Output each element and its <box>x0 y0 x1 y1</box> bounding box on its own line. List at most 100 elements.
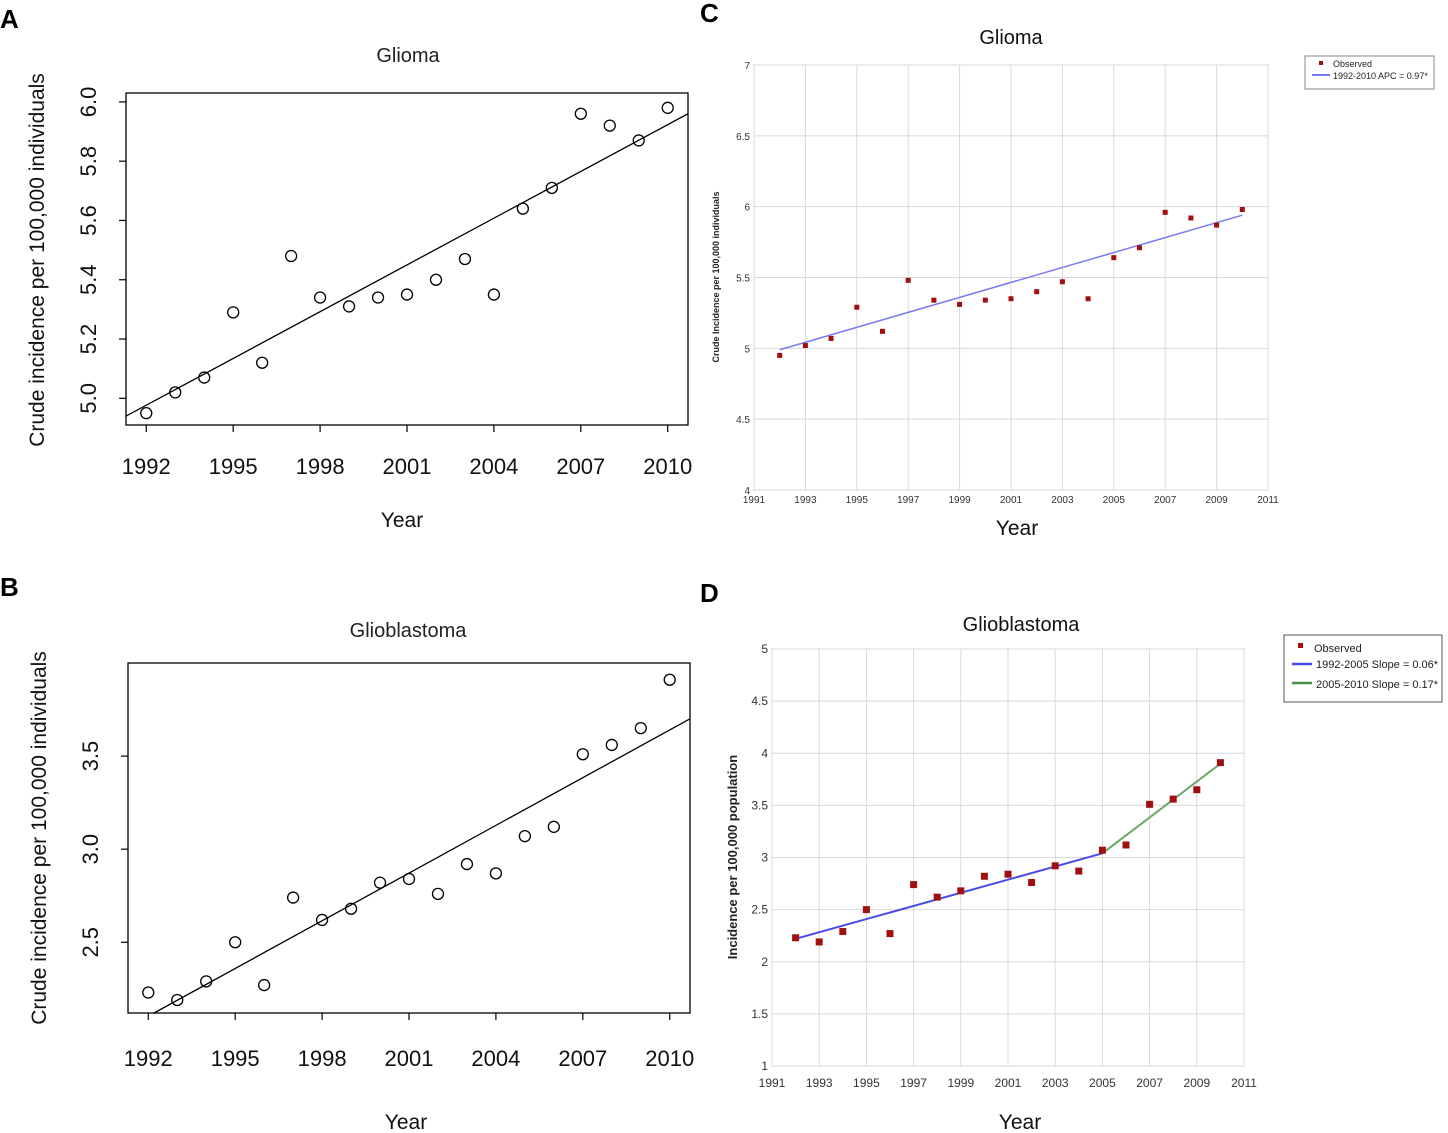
data-point <box>545 181 558 195</box>
x-tick-label: 2007 <box>556 454 605 479</box>
data-point <box>1137 245 1142 251</box>
data-point <box>344 902 358 915</box>
panel-label-c: C <box>700 0 719 28</box>
data-point <box>402 872 416 886</box>
y-tick-label: 4 <box>744 486 750 497</box>
legend-slope2-label: 2005-2010 Slope = 0.17* <box>1316 679 1439 691</box>
x-tick-label: 1995 <box>211 1046 260 1071</box>
data-points <box>140 101 674 420</box>
y-tick-label: 2 <box>761 955 768 969</box>
x-axis-label: Year <box>996 517 1038 540</box>
data-point <box>547 820 560 833</box>
y-axis-ticks: 2.5 3.0 3.5 <box>78 741 128 958</box>
data-point <box>663 673 676 686</box>
chart-panel-d: Glioblastoma Year Incidence per 100,000 … <box>725 614 1443 1133</box>
plot-frame <box>125 92 689 426</box>
data-point <box>933 893 941 901</box>
data-point <box>854 304 860 310</box>
x-axis-label: Year <box>381 509 423 532</box>
data-point <box>169 386 182 399</box>
data-point <box>661 101 674 114</box>
data-point <box>1008 296 1014 302</box>
x-tick-label: 2009 <box>1205 495 1228 506</box>
trend-segment-2 <box>1101 762 1222 855</box>
data-point <box>458 252 472 266</box>
y-axis-label: Crude incidence per 100,000 individuals <box>28 651 51 1025</box>
x-tick-label: 2010 <box>643 454 692 479</box>
legend: Observed 1992-2010 APC = 0.97* <box>1304 55 1435 90</box>
data-point <box>957 887 965 895</box>
y-tick-label: 5 <box>744 344 750 355</box>
data-point <box>1188 215 1194 221</box>
data-point <box>313 291 327 304</box>
data-point <box>1146 800 1154 808</box>
data-points <box>142 673 676 1007</box>
data-point <box>839 928 847 936</box>
data-point <box>315 913 329 927</box>
data-point <box>1239 207 1245 212</box>
x-tick-label: 2003 <box>1051 495 1074 506</box>
data-point <box>431 887 445 901</box>
fit-line-group <box>153 718 691 1014</box>
x-tick-label: 1998 <box>296 454 345 479</box>
data-point <box>931 297 937 303</box>
data-point <box>1111 255 1117 261</box>
data-point <box>886 930 894 938</box>
data-point <box>198 371 211 384</box>
legend-apc-label: 1992-2010 APC = 0.97* <box>1333 71 1428 81</box>
y-axis-label: Incidence per 100,000 population <box>725 755 740 960</box>
y-tick-label: 1.5 <box>751 1007 768 1021</box>
fit-line-group <box>125 113 689 417</box>
x-axis-ticks: 1991 1993 1995 1997 1999 2001 2003 2005 2007 2009… <box>743 495 1279 506</box>
x-axis-ticks: 1992 1995 1998 2001 2004 2007 2010 <box>122 425 692 479</box>
data-point <box>258 978 271 992</box>
y-tick-label: 5.8 <box>76 146 101 177</box>
chart-panel-c: Glioma Year Crude Incidence per 100,000 … <box>711 27 1435 540</box>
x-tick-label: 1995 <box>853 1076 880 1090</box>
x-axis-label: Year <box>385 1111 427 1133</box>
x-tick-label: 2010 <box>645 1046 694 1071</box>
x-tick-label: 2004 <box>471 1046 520 1071</box>
x-tick-label: 1993 <box>794 495 817 506</box>
fit-line-group <box>779 214 1243 351</box>
x-axis-label: Year <box>999 1111 1041 1133</box>
x-tick-label: 2005 <box>1089 1076 1116 1090</box>
data-point <box>957 301 963 307</box>
legend-observed-label: Observed <box>1314 643 1362 655</box>
data-point <box>802 343 808 348</box>
y-tick-label: 2.5 <box>78 927 103 958</box>
x-tick-label: 1998 <box>298 1046 347 1071</box>
plot-frame <box>127 662 691 1014</box>
x-tick-label: 2001 <box>1000 495 1023 506</box>
panel-label-d: D <box>700 578 719 608</box>
y-axis-label: Crude Incidence per 100,000 individuals <box>711 191 721 362</box>
data-point <box>140 406 153 420</box>
data-point <box>980 872 988 880</box>
legend: Observed 1992-2005 Slope = 0.06* 2005-20… <box>1283 634 1443 703</box>
x-tick-label: 1997 <box>897 495 920 506</box>
y-tick-label: 5 <box>761 642 768 656</box>
x-tick-label: 2004 <box>469 454 518 479</box>
data-point <box>828 335 834 341</box>
data-point <box>373 876 387 889</box>
data-point <box>603 119 616 132</box>
data-point <box>574 107 587 120</box>
data-point <box>815 938 823 946</box>
data-point <box>1028 879 1036 887</box>
data-point <box>1085 296 1091 302</box>
regression-line <box>125 113 689 417</box>
fit-line-group <box>795 762 1222 940</box>
x-tick-label: 2003 <box>1042 1076 1069 1090</box>
x-axis-ticks: 1991 1993 1995 1997 1999 2001 2003 2005 2007 2009… <box>759 1076 1258 1090</box>
y-tick-label: 5.0 <box>76 383 101 414</box>
data-point <box>1214 222 1220 228</box>
data-point <box>286 891 300 904</box>
data-point <box>400 288 414 301</box>
y-tick-label: 5.2 <box>76 324 101 355</box>
data-point <box>1169 795 1177 803</box>
data-point <box>1162 209 1168 215</box>
x-tick-label: 2009 <box>1183 1076 1210 1090</box>
data-point <box>605 738 618 752</box>
data-points <box>777 207 1245 358</box>
